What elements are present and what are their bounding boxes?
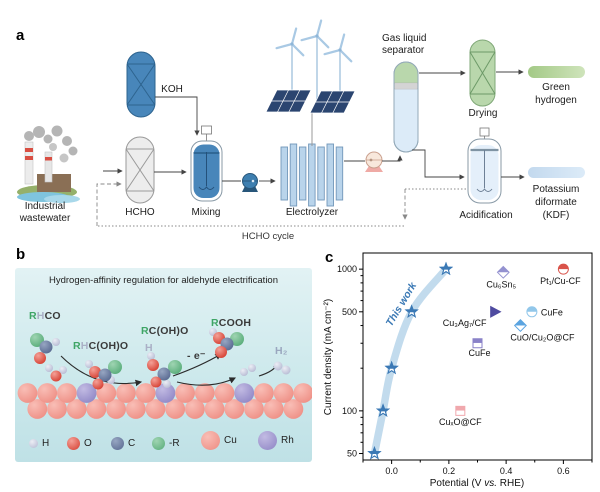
- hcho-cycle-lines: [96, 181, 466, 227]
- mixing-label: Mixing: [192, 207, 221, 218]
- svg-text:100: 100: [342, 406, 357, 416]
- drying-label: Drying: [469, 108, 498, 119]
- separator-label-1: Gas liquid: [382, 33, 426, 44]
- svg-text:50: 50: [347, 449, 357, 459]
- electrolyzer-stack: [280, 143, 344, 207]
- legend-item-h: H: [29, 433, 49, 453]
- mixing-vessel: [190, 125, 223, 202]
- series-1: Cu₆Sn₅: [486, 265, 517, 289]
- kdf-label-1: Potassium: [533, 184, 580, 195]
- industrial-wastewater-label-2: wastewater: [19, 213, 71, 224]
- panel-a-flow-diagram: Industrial wastewater KOH HCHO: [17, 19, 585, 242]
- acidification-label: Acidification: [459, 210, 512, 221]
- pump-icon-pink: [365, 151, 383, 172]
- kdf-pill: [528, 167, 585, 178]
- kdf-label-2: diformate: [535, 197, 577, 208]
- species-label-rcooh: RCOOH: [211, 317, 252, 329]
- species-label-h2: H₂: [275, 345, 288, 357]
- green-hydrogen-label-1: Green: [542, 82, 570, 93]
- x-ticks: [362, 460, 593, 464]
- series-0: [367, 261, 454, 460]
- panel-b-mechanism: Hydrogen-affinity regulation for aldehyd…: [15, 268, 312, 462]
- y-axis-label: Current density (mA cm⁻²): [323, 299, 334, 415]
- acidification-vessel: [467, 127, 502, 204]
- series-3: Cu₃Ag₇/CF: [443, 305, 502, 328]
- o-sphere-icon: [67, 436, 80, 450]
- series-label-1: Cu₆Sn₅: [486, 279, 516, 289]
- industrial-wastewater-label-1: Industrial: [25, 201, 66, 212]
- koh-label: KOH: [161, 84, 183, 95]
- svg-text:0.0: 0.0: [385, 466, 398, 476]
- green-hydrogen-label-2: hydrogen: [535, 95, 577, 106]
- industrial-wastewater-icon: [17, 125, 80, 203]
- green-hydrogen-pill: [528, 66, 585, 78]
- koh-column: [126, 51, 156, 118]
- svg-text:1000: 1000: [337, 264, 357, 274]
- species-label-h-below: H: [145, 342, 153, 354]
- rh-sphere-icon: [258, 430, 277, 450]
- flow-lines: [103, 69, 525, 184]
- series-label-7: CuₓO@CF: [439, 417, 482, 427]
- panel-a-label: a: [16, 27, 25, 44]
- pump-icon-blue: [242, 173, 258, 192]
- panel-b-scene: [17, 328, 312, 419]
- electron-label: - e⁻: [187, 350, 206, 362]
- series-6: CuFe: [468, 338, 491, 358]
- series-label-5: CuO/Cu₂O@CF: [510, 333, 575, 343]
- legend-item-rh: Rh: [258, 430, 294, 450]
- panel-c-chart: 0.0 0.2 0.4 0.6 50 100 500 1000 Cu₆Sn₅ Pt₁/Cu-CF C…: [320, 245, 600, 492]
- hcho-label: HCHO: [125, 207, 155, 218]
- cu-sphere-icon: [201, 430, 220, 450]
- r-sphere-icon: [152, 436, 165, 450]
- separator-label-2: separator: [382, 45, 425, 56]
- x-axis-label: Potential (V vs. RHE): [430, 478, 525, 489]
- series-4: CuFe: [526, 306, 563, 318]
- solar-panel-icon: [265, 89, 356, 146]
- series-2: Pt₁/Cu-CF: [540, 263, 581, 286]
- scatter-plot: 0.0 0.2 0.4 0.6 50 100 500 1000 Cu₆Sn₅ Pt₁/Cu-CF C…: [323, 252, 593, 489]
- series-5: CuO/Cu₂O@CF: [510, 319, 575, 343]
- panel-b-label: b: [16, 246, 26, 263]
- svg-text:0.4: 0.4: [500, 466, 513, 476]
- h-sphere-icon: [29, 438, 38, 448]
- c-sphere-icon: [111, 436, 124, 450]
- series-label-2: Pt₁/Cu-CF: [540, 276, 581, 286]
- hcho-cycle-label: HCHO cycle: [242, 231, 294, 242]
- y-ticks: [359, 268, 363, 455]
- panel-b-title: Hydrogen-affinity regulation for aldehyd…: [48, 275, 278, 286]
- electrolyzer-label: Electrolyzer: [286, 207, 339, 218]
- series-label-6: CuFe: [468, 348, 490, 358]
- svg-text:0.6: 0.6: [557, 466, 570, 476]
- molecules: [30, 328, 291, 390]
- series-label-4: CuFe: [541, 307, 563, 317]
- series-label-3: Cu₃Ag₇/CF: [443, 318, 487, 328]
- legend-item-o: O: [67, 433, 92, 453]
- series-7: CuₓO@CF: [439, 405, 482, 427]
- species-label-rcoho: RC(OH)O: [141, 325, 189, 337]
- legend-item-r: -R: [152, 433, 180, 453]
- catalyst-surface: [17, 383, 312, 419]
- panel-c-label: c: [325, 249, 334, 266]
- hcho-column: [125, 136, 155, 204]
- species-label-rhcoho: RHC(OH)O: [73, 340, 129, 352]
- species-label-rhco: RHCO: [29, 310, 61, 322]
- svg-text:500: 500: [342, 307, 357, 317]
- legend-item-cu: Cu: [201, 430, 237, 450]
- legend-item-c: C: [111, 433, 135, 453]
- gas-liquid-separator-vessel: [393, 61, 419, 153]
- svg-text:0.2: 0.2: [443, 466, 456, 476]
- drying-column: [469, 39, 496, 107]
- kdf-label-3: (KDF): [543, 210, 570, 221]
